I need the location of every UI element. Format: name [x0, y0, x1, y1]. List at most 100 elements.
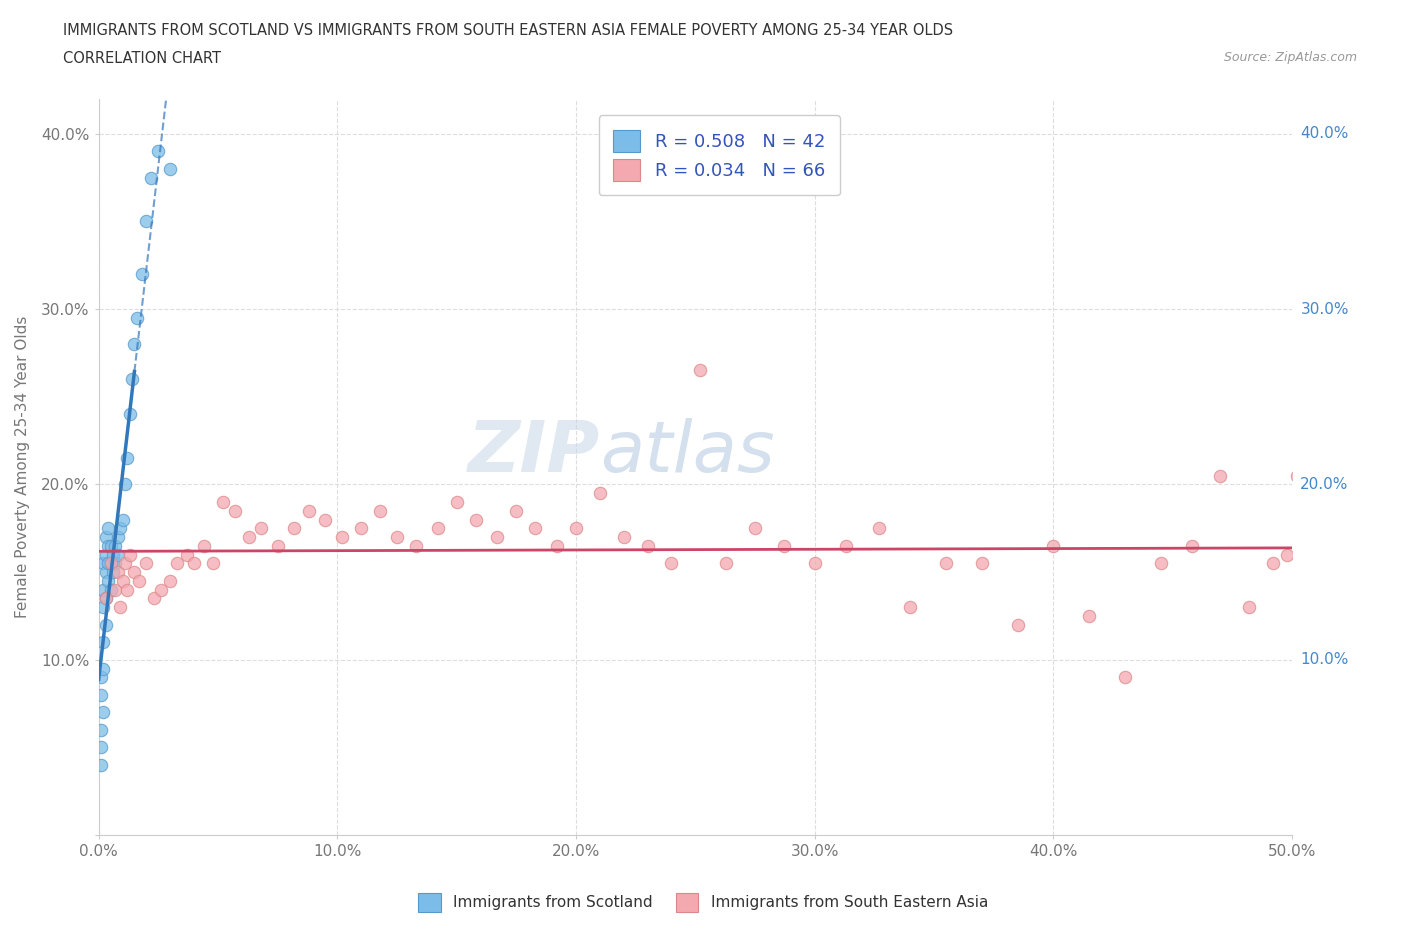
Point [772, 538, 794, 553]
Point [118, 547, 141, 562]
Point [90, 740, 112, 755]
Point [94, 591, 117, 605]
Point [90, 687, 112, 702]
Point [935, 556, 957, 571]
Point [118, 407, 141, 422]
Point [93, 582, 115, 597]
Point [93, 600, 115, 615]
Point [1277, 547, 1299, 562]
Point [90, 758, 112, 773]
Point [446, 495, 468, 510]
Point [114, 477, 136, 492]
Point [121, 372, 143, 387]
Point [350, 521, 373, 536]
Point [589, 485, 612, 500]
Point [101, 565, 124, 579]
Point [1261, 556, 1284, 571]
Point [202, 556, 225, 571]
Point [104, 556, 127, 571]
Point [744, 521, 766, 536]
Point [464, 512, 486, 527]
Point [298, 503, 321, 518]
Point [124, 565, 146, 579]
Text: 20.0%: 20.0% [1301, 477, 1348, 492]
Text: atlas: atlas [600, 418, 775, 486]
Point [90, 670, 112, 684]
Point [524, 521, 547, 536]
Point [1007, 618, 1029, 632]
Point [314, 512, 336, 527]
Point [94, 618, 117, 632]
Text: 30.0%: 30.0% [1301, 301, 1348, 316]
Point [637, 538, 659, 553]
Point [135, 556, 157, 571]
Point [107, 530, 129, 545]
Text: CORRELATION CHART: CORRELATION CHART [63, 51, 221, 66]
Point [405, 538, 427, 553]
Legend: Immigrants from Scotland, Immigrants from South Eastern Asia: Immigrants from Scotland, Immigrants fro… [412, 887, 994, 918]
Point [565, 521, 588, 536]
Y-axis label: Female Poverty Among 25-34 Year Olds: Female Poverty Among 25-34 Year Olds [15, 316, 30, 618]
Point [94, 530, 117, 545]
Point [224, 503, 246, 518]
Point [100, 538, 122, 553]
Point [93, 635, 115, 650]
Point [166, 556, 188, 571]
Point [94, 591, 117, 605]
Point [149, 582, 172, 597]
Point [211, 495, 233, 510]
Point [868, 521, 890, 536]
Point [93, 705, 115, 720]
Point [159, 162, 181, 177]
Point [716, 556, 738, 571]
Point [970, 556, 993, 571]
Point [1285, 469, 1308, 484]
Point [148, 144, 170, 159]
Point [613, 530, 636, 545]
Point [193, 538, 215, 553]
Point [111, 574, 134, 589]
Point [108, 521, 131, 536]
Point [100, 556, 122, 571]
Point [104, 538, 127, 553]
Point [661, 556, 683, 571]
Point [803, 556, 825, 571]
Point [111, 512, 134, 527]
Point [141, 170, 163, 185]
Legend: R = 0.508   N = 42, R = 0.034   N = 66: R = 0.508 N = 42, R = 0.034 N = 66 [599, 115, 839, 195]
Point [100, 556, 122, 571]
Point [94, 565, 117, 579]
Point [486, 530, 509, 545]
Point [505, 503, 527, 518]
Point [97, 556, 120, 571]
Point [97, 574, 120, 589]
Point [546, 538, 568, 553]
Point [1042, 538, 1064, 553]
Point [1237, 600, 1260, 615]
Point [135, 214, 157, 229]
Point [238, 530, 260, 545]
Point [114, 556, 136, 571]
Point [898, 600, 921, 615]
Point [104, 582, 127, 597]
Point [107, 565, 129, 579]
Point [131, 267, 153, 282]
Point [90, 723, 112, 737]
Point [159, 574, 181, 589]
Point [834, 538, 856, 553]
Point [107, 547, 129, 562]
Point [1209, 469, 1232, 484]
Point [330, 530, 353, 545]
Text: 40.0%: 40.0% [1301, 126, 1348, 141]
Point [97, 538, 120, 553]
Point [101, 547, 124, 562]
Point [124, 337, 146, 352]
Text: ZIP: ZIP [468, 418, 600, 486]
Point [183, 556, 205, 571]
Point [426, 521, 449, 536]
Point [97, 521, 120, 536]
Text: IMMIGRANTS FROM SCOTLAND VS IMMIGRANTS FROM SOUTH EASTERN ASIA FEMALE POVERTY AM: IMMIGRANTS FROM SCOTLAND VS IMMIGRANTS F… [63, 23, 953, 38]
Point [128, 574, 150, 589]
Point [689, 363, 711, 378]
Text: 10.0%: 10.0% [1301, 652, 1348, 668]
